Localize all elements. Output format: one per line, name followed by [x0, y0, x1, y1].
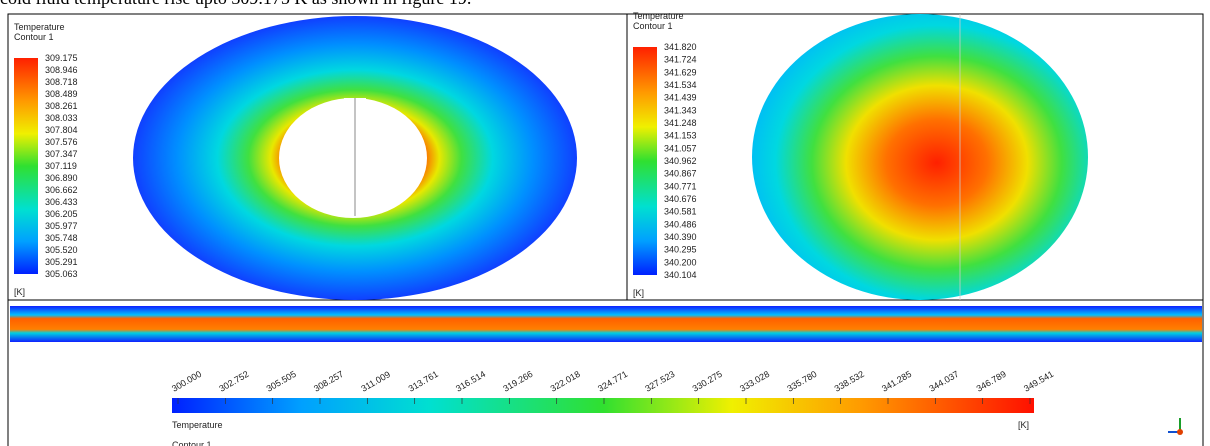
legend-label: 341.820 — [664, 42, 697, 52]
legend-label: 346.789 — [975, 369, 1008, 394]
legend-label: 308.718 — [45, 77, 78, 87]
disk-contour — [752, 14, 1088, 300]
colorbar — [172, 398, 1034, 413]
legend-subtitle: Contour 1 — [172, 440, 212, 446]
legend-title: Temperature — [14, 22, 65, 32]
unit-label: [K] — [633, 288, 644, 298]
legend-label: 307.804 — [45, 125, 78, 135]
legend-label: 316.514 — [454, 369, 487, 394]
legend-subtitle: Contour 1 — [14, 32, 54, 42]
legend-label: 309.175 — [45, 53, 78, 63]
legend-label: 311.009 — [359, 369, 392, 394]
legend-label: 335.780 — [785, 369, 818, 394]
legend-label: 333.028 — [738, 369, 771, 394]
colorbar — [633, 47, 657, 275]
legend-label: 305.977 — [45, 221, 78, 231]
legend-label: 305.291 — [45, 257, 78, 267]
legend-label: 308.946 — [45, 65, 78, 75]
legend-label: 305.063 — [45, 269, 78, 279]
legend-label: 340.200 — [664, 257, 697, 267]
legend-label: 308.489 — [45, 89, 78, 99]
legend-label: 341.439 — [664, 93, 697, 103]
legend-label: 340.295 — [664, 245, 697, 255]
legend-label: 341.285 — [880, 369, 913, 394]
legend-label: 306.890 — [45, 173, 78, 183]
legend-label: 340.390 — [664, 232, 697, 242]
legend-label: 340.104 — [664, 270, 697, 280]
legend-label: 306.205 — [45, 209, 78, 219]
legend-label: 341.248 — [664, 118, 697, 128]
legend-label: 305.748 — [45, 233, 78, 243]
unit-label: [K] — [14, 287, 25, 297]
legend-label: 307.347 — [45, 149, 78, 159]
legend-label: 305.520 — [45, 245, 78, 255]
colorbar — [14, 58, 38, 274]
legend-title: Temperature — [172, 420, 223, 430]
legend-label: 344.037 — [927, 369, 960, 394]
legend-title: Temperature — [633, 11, 684, 21]
legend-label: 340.486 — [664, 219, 697, 229]
legend-label: 341.057 — [664, 143, 697, 153]
legend-label: 340.581 — [664, 207, 697, 217]
legend-subtitle: Contour 1 — [633, 21, 673, 31]
legend-label: 341.724 — [664, 55, 697, 65]
caption: cold fluid temperature rise upto 309.175… — [0, 0, 471, 8]
legend-label: 308.033 — [45, 113, 78, 123]
legend-label: 306.433 — [45, 197, 78, 207]
legend-label: 306.662 — [45, 185, 78, 195]
legend-label: 300.000 — [170, 369, 203, 394]
axis-triad — [1168, 418, 1183, 435]
legend-label: 308.257 — [312, 369, 345, 394]
unit-label: [K] — [1018, 420, 1029, 430]
legend-label: 319.266 — [501, 369, 534, 394]
legend-label: 307.576 — [45, 137, 78, 147]
legend-label: 327.523 — [643, 369, 676, 394]
tube-contour — [10, 306, 1202, 342]
legend-label: 308.261 — [45, 101, 78, 111]
legend-label: 305.505 — [265, 369, 298, 394]
legend-label: 324.771 — [596, 369, 629, 394]
legend-label: 313.761 — [407, 369, 440, 394]
legend-label: 340.867 — [664, 169, 697, 179]
legend-label: 340.771 — [664, 181, 697, 191]
legend-label: 349.541 — [1022, 369, 1055, 394]
frame — [7, 13, 1204, 446]
legend-label: 341.534 — [664, 80, 697, 90]
legend-label: 341.343 — [664, 105, 697, 115]
legend-label: 302.752 — [217, 369, 250, 394]
legend-label: 341.153 — [664, 131, 697, 141]
legend-label: 340.962 — [664, 156, 697, 166]
legend-label: 330.275 — [691, 369, 724, 394]
legend-label: 307.119 — [45, 161, 77, 171]
legend-label: 340.676 — [664, 194, 697, 204]
legend-label: 338.532 — [833, 369, 866, 394]
legend-label: 341.629 — [664, 67, 697, 77]
legend-label: 322.018 — [549, 369, 582, 394]
